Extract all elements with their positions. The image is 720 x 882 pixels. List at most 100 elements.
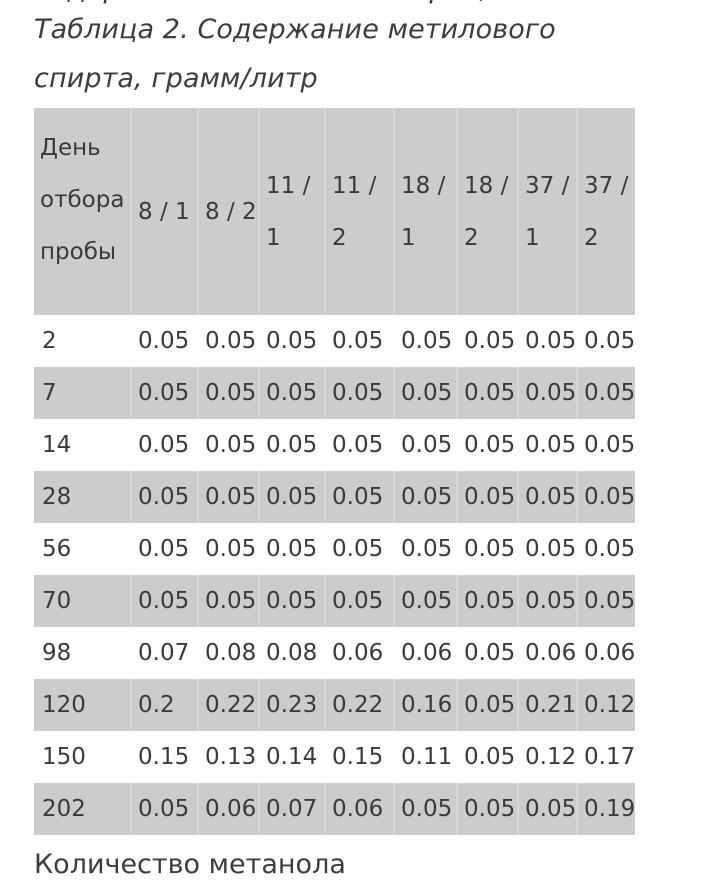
cell-value: 0.05 [259,471,326,523]
cell-value: 0.22 [325,679,395,731]
cell-value: 0.06 [584,640,636,666]
column-header-sample-day: День отбора пробы [34,108,132,315]
column-header-37-2: 37 / 2 [577,108,635,315]
cell-value: 0.05 [332,536,384,562]
cell-value: 0.13 [205,744,257,770]
cell-value: 0.05 [584,432,636,458]
cell-value: 0.12 [577,679,635,731]
table-header-row: День отбора пробы 8 / 1 8 / 2 11 / 1 11 … [34,108,635,315]
cell-day: 98 [42,640,72,666]
cell-value: 0.05 [518,367,578,419]
clipped-text-below-table: Количество метанола [34,849,346,880]
cell-value: 0.05 [457,679,519,731]
clipped-text-above-title: содержание этилового спирта, % [36,0,523,5]
cell-value: 0.05 [266,432,318,458]
cell-value: 0.05 [138,432,190,458]
cell-day: 7 [34,367,132,419]
cell-value: 0.06 [198,783,260,835]
table-row: 70 0.05 0.05 0.05 0.05 0.05 0.05 0.05 0.… [34,575,635,627]
cell-day: 150 [42,744,86,770]
cell-value: 0.05 [584,328,636,354]
cell-value: 0.05 [131,367,199,419]
cell-value: 0.05 [394,471,458,523]
cell-value: 0.23 [259,679,326,731]
cell-value: 0.14 [266,744,318,770]
table-row: 2 0.05 0.05 0.05 0.05 0.05 0.05 0.05 0.0… [34,315,635,367]
cell-value: 0.15 [138,744,190,770]
cell-value: 0.07 [138,640,190,666]
table-row: 7 0.05 0.05 0.05 0.05 0.05 0.05 0.05 0.0… [34,367,635,419]
cell-day: 70 [34,575,132,627]
cell-value: 0.05 [131,783,199,835]
table-row: 98 0.07 0.08 0.08 0.06 0.06 0.05 0.06 0.… [34,627,635,679]
cell-value: 0.05 [259,367,326,419]
cell-day: 120 [34,679,132,731]
column-header-8-1: 8 / 1 [131,108,199,315]
cell-value: 0.06 [325,783,395,835]
cell-value: 0.05 [464,640,516,666]
cell-value: 0.05 [205,536,257,562]
cell-value: 0.05 [131,575,199,627]
cell-value: 0.07 [259,783,326,835]
cell-value: 0.05 [577,367,635,419]
cell-value: 0.05 [325,575,395,627]
cell-value: 0.05 [394,783,458,835]
cell-value: 0.05 [131,471,199,523]
cell-value: 0.05 [198,471,260,523]
cell-day: 14 [42,432,72,458]
cell-day: 2 [42,328,57,354]
cell-value: 0.06 [332,640,384,666]
cell-value: 0.05 [205,328,257,354]
cell-day: 202 [34,783,132,835]
cell-value: 0.05 [266,536,318,562]
cell-value: 0.05 [577,471,635,523]
cell-value: 0.05 [325,367,395,419]
cell-value: 0.05 [525,536,577,562]
table-row: 56 0.05 0.05 0.05 0.05 0.05 0.05 0.05 0.… [34,523,635,575]
cell-value: 0.05 [464,432,516,458]
table-header: День отбора пробы 8 / 1 8 / 2 11 / 1 11 … [34,108,635,315]
cell-value: 0.06 [525,640,577,666]
cell-value: 0.05 [518,575,578,627]
cell-value: 0.05 [266,328,318,354]
table-row: 150 0.15 0.13 0.14 0.15 0.11 0.05 0.12 0… [34,731,635,783]
cell-value: 0.11 [401,744,453,770]
cell-value: 0.05 [464,744,516,770]
cell-value: 0.05 [457,575,519,627]
cell-value: 0.05 [457,783,519,835]
page-title: Таблица 2. Содержание метилового спирта,… [34,14,556,94]
cell-value: 0.22 [198,679,260,731]
cell-value: 0.05 [394,575,458,627]
column-header-11-2: 11 / 2 [325,108,395,315]
cell-value: 0.08 [205,640,257,666]
cell-value: 0.2 [131,679,199,731]
cell-value: 0.12 [525,744,577,770]
cell-value: 0.21 [518,679,578,731]
cell-value: 0.05 [525,328,577,354]
cell-value: 0.17 [584,744,636,770]
cell-value: 0.16 [394,679,458,731]
table-row: 28 0.05 0.05 0.05 0.05 0.05 0.05 0.05 0.… [34,471,635,523]
methanol-content-table: День отбора пробы 8 / 1 8 / 2 11 / 1 11 … [34,108,636,835]
cell-value: 0.19 [577,783,635,835]
cell-value: 0.05 [464,536,516,562]
cell-value: 0.05 [401,536,453,562]
table-row: 120 0.2 0.22 0.23 0.22 0.16 0.05 0.21 0.… [34,679,635,731]
cell-value: 0.08 [266,640,318,666]
cell-day: 28 [34,471,132,523]
cell-value: 0.05 [138,328,190,354]
cell-value: 0.05 [525,432,577,458]
table-row: 14 0.05 0.05 0.05 0.05 0.05 0.05 0.05 0.… [34,419,635,471]
cell-value: 0.05 [577,575,635,627]
table-row: 202 0.05 0.06 0.07 0.06 0.05 0.05 0.05 0… [34,783,635,835]
cell-value: 0.05 [332,432,384,458]
cell-value: 0.05 [401,328,453,354]
cell-value: 0.05 [518,471,578,523]
column-header-37-1: 37 / 1 [518,108,578,315]
cell-value: 0.05 [394,367,458,419]
cell-value: 0.05 [457,471,519,523]
table-body: 2 0.05 0.05 0.05 0.05 0.05 0.05 0.05 0.0… [34,315,635,835]
cell-value: 0.05 [584,536,636,562]
cell-value: 0.05 [325,471,395,523]
cell-value: 0.05 [401,432,453,458]
